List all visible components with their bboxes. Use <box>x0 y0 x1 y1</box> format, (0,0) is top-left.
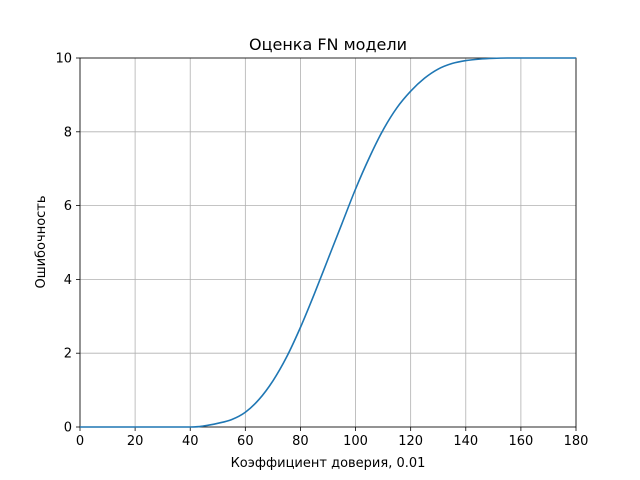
grid <box>79 57 577 428</box>
x-tick-label: 120 <box>398 434 423 449</box>
y-axis-label: Ошибочность <box>34 195 49 288</box>
y-tick-label: 2 <box>64 347 72 362</box>
x-tick-label: 160 <box>508 434 533 449</box>
x-tick-label: 40 <box>182 434 199 449</box>
y-tick-label: 10 <box>55 52 72 67</box>
y-tick-label: 0 <box>64 421 72 436</box>
y-tick-label: 8 <box>64 125 72 140</box>
y-tick-label: 6 <box>64 199 72 214</box>
x-tick-label: 180 <box>564 434 589 449</box>
x-tick-label: 20 <box>127 434 144 449</box>
axis-ticks: 0 20 40 60 80 100 120 140 160 180 0 2 4 6 8 10 <box>55 52 588 450</box>
x-tick-label: 80 <box>292 434 309 449</box>
series-line <box>80 57 576 428</box>
x-axis-label: Коэффициент доверия, 0.01 <box>231 456 426 471</box>
x-tick-label: 60 <box>237 434 254 449</box>
y-tick-label: 4 <box>64 273 72 288</box>
x-tick-label: 100 <box>343 434 368 449</box>
series-group <box>80 57 576 428</box>
plot-frame <box>79 57 577 428</box>
x-tick-label: 140 <box>453 434 478 449</box>
x-tick-label: 0 <box>76 434 84 449</box>
chart-title: Оценка FN модели <box>249 35 407 54</box>
